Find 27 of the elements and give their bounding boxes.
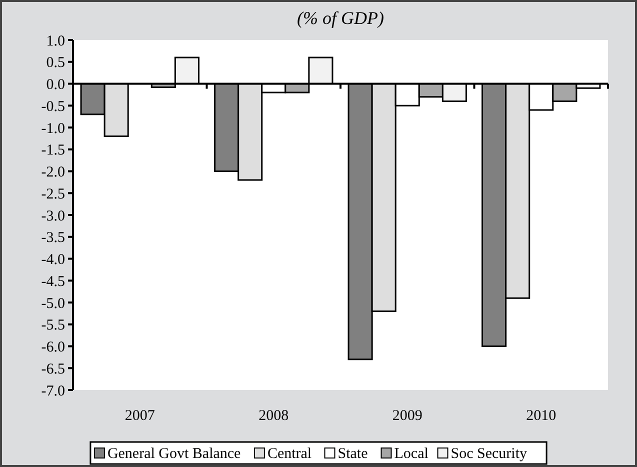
y-tick-label: -7.0 bbox=[41, 383, 65, 400]
chart-title: (% of GDP) bbox=[297, 8, 384, 28]
legend-label: Local bbox=[394, 446, 428, 462]
y-tick-label: -2.5 bbox=[41, 186, 65, 202]
x-tick-label: 2009 bbox=[392, 408, 422, 424]
y-tick-label: -6.5 bbox=[41, 361, 65, 378]
y-tick-label: 1.0 bbox=[46, 33, 65, 50]
x-tick-label: 2008 bbox=[258, 408, 289, 424]
y-tick-label: -5.0 bbox=[41, 296, 65, 312]
y-tick-label: -4.5 bbox=[41, 274, 65, 290]
y-tick-label: -2.0 bbox=[41, 164, 65, 180]
legend-label: Soc Security bbox=[450, 446, 528, 462]
legend-label: Central bbox=[267, 446, 312, 462]
y-tick-label: -1.0 bbox=[41, 120, 65, 137]
x-tick-label: 2010 bbox=[526, 408, 556, 424]
legend-label: State bbox=[338, 446, 368, 462]
y-tick-label: -6.0 bbox=[41, 340, 65, 356]
y-tick-label: -4.0 bbox=[41, 252, 65, 268]
y-tick-label: -3.0 bbox=[41, 208, 65, 224]
y-tick-label: -3.5 bbox=[41, 230, 65, 246]
y-tick-label: 0.5 bbox=[46, 55, 65, 72]
y-tick-label: -1.5 bbox=[41, 142, 65, 159]
y-tick-label: -5.5 bbox=[41, 318, 65, 334]
legend-label: General Govt Balance bbox=[107, 446, 242, 462]
y-tick-label: -0.5 bbox=[41, 98, 65, 115]
y-tick-label: 0.0 bbox=[46, 77, 65, 93]
x-tick-label: 2007 bbox=[124, 408, 156, 424]
